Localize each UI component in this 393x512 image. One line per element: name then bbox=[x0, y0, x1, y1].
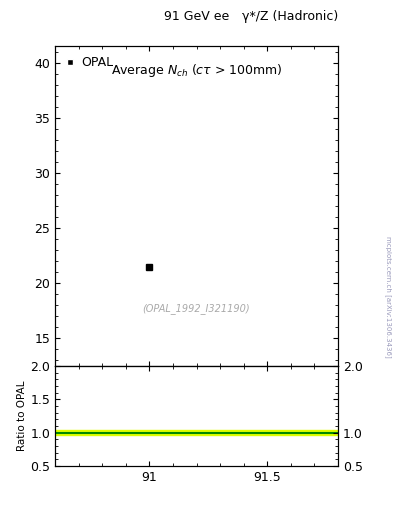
Text: Average $N_{ch}$ ($c\tau$ > 100mm): Average $N_{ch}$ ($c\tau$ > 100mm) bbox=[110, 62, 283, 79]
Text: (OPAL_1992_I321190): (OPAL_1992_I321190) bbox=[143, 303, 250, 314]
Legend: OPAL: OPAL bbox=[61, 52, 117, 73]
Y-axis label: Ratio to OPAL: Ratio to OPAL bbox=[17, 381, 28, 451]
Text: 91 GeV ee: 91 GeV ee bbox=[164, 10, 229, 23]
Text: γ*/Z (Hadronic): γ*/Z (Hadronic) bbox=[242, 10, 338, 23]
Text: mcplots.cern.ch [arXiv:1306.3436]: mcplots.cern.ch [arXiv:1306.3436] bbox=[385, 236, 392, 358]
